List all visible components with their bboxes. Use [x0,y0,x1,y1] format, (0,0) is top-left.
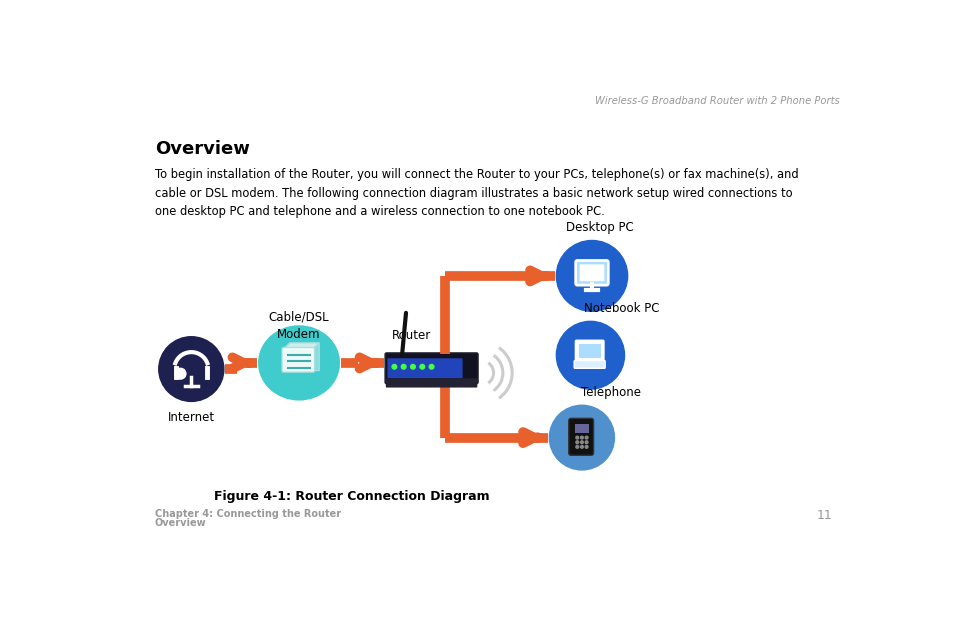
Text: Cable/DSL
Modem: Cable/DSL Modem [269,311,329,341]
Text: Desktop PC: Desktop PC [565,221,633,234]
FancyBboxPatch shape [385,378,476,387]
Text: Overview: Overview [154,519,206,528]
Polygon shape [283,343,319,349]
Text: 11: 11 [816,509,831,522]
Circle shape [584,436,587,439]
Circle shape [576,446,578,448]
Text: Chapter 4: Connecting the Router: Chapter 4: Connecting the Router [154,509,340,519]
FancyBboxPatch shape [387,358,462,378]
FancyBboxPatch shape [282,347,314,372]
Circle shape [549,405,614,470]
Circle shape [584,441,587,444]
Text: Telephone: Telephone [580,386,640,399]
Text: To begin installation of the Router, you will connect the Router to your PCs, te: To begin installation of the Router, you… [154,168,798,218]
Circle shape [556,240,627,311]
FancyBboxPatch shape [579,265,604,281]
Circle shape [401,365,406,369]
Text: Notebook PC: Notebook PC [583,302,659,315]
Circle shape [419,365,424,369]
Text: Internet: Internet [168,410,214,424]
Circle shape [580,441,582,444]
FancyBboxPatch shape [568,418,593,455]
Polygon shape [313,343,319,371]
Circle shape [174,368,186,379]
Text: Figure 4-1: Router Connection Diagram: Figure 4-1: Router Connection Diagram [213,490,489,503]
Text: Overview: Overview [154,140,250,158]
Circle shape [556,321,624,389]
FancyBboxPatch shape [574,360,604,368]
Circle shape [429,365,434,369]
Text: Router: Router [392,329,431,342]
Circle shape [392,365,396,369]
Ellipse shape [258,326,339,400]
Text: Wireless-G Broadband Router with 2 Phone Ports: Wireless-G Broadband Router with 2 Phone… [595,96,840,106]
FancyBboxPatch shape [575,341,603,360]
Circle shape [580,446,582,448]
Circle shape [580,436,582,439]
FancyBboxPatch shape [578,344,599,358]
FancyBboxPatch shape [575,424,588,433]
Circle shape [576,441,578,444]
FancyBboxPatch shape [385,353,477,384]
Circle shape [158,337,224,402]
Circle shape [410,365,415,369]
Circle shape [584,446,587,448]
Circle shape [576,436,578,439]
FancyBboxPatch shape [575,261,608,285]
